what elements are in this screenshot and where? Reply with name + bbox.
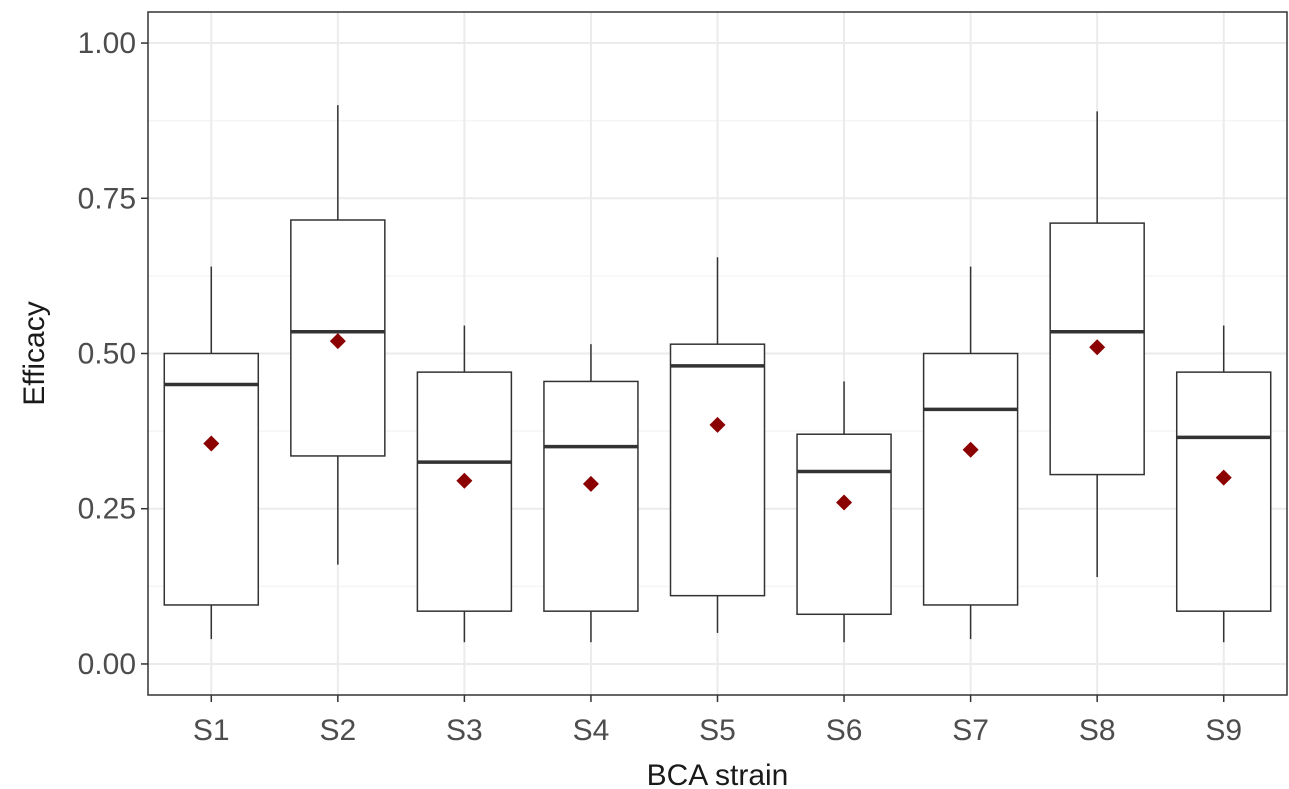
iqr-box — [164, 354, 258, 605]
box-s5 — [671, 257, 765, 633]
iqr-box — [797, 434, 891, 614]
iqr-box — [671, 344, 765, 595]
box-s6 — [797, 381, 891, 642]
x-axis: S1 S2 S3 S4 S5 S6 S7 S8 S9 — [193, 695, 1242, 747]
box-s1 — [164, 267, 258, 640]
y-axis-title: Efficacy — [18, 301, 51, 406]
x-tick-label: S6 — [826, 714, 863, 747]
box-s2 — [291, 105, 385, 564]
x-tick-label: S4 — [573, 714, 610, 747]
x-axis-title: BCA strain — [647, 759, 789, 789]
box-s8 — [1050, 111, 1144, 577]
y-axis: 0.00 0.25 0.50 0.75 1.00 — [78, 27, 148, 681]
iqr-box — [1177, 372, 1271, 611]
x-tick-label: S8 — [1079, 714, 1116, 747]
x-tick-label: S1 — [193, 714, 230, 747]
box-s3 — [417, 326, 511, 643]
x-tick-label: S5 — [699, 714, 736, 747]
box-s7 — [924, 267, 1018, 640]
y-tick-label: 0.75 — [78, 182, 136, 215]
iqr-box — [924, 354, 1018, 605]
x-tick-label: S2 — [319, 714, 356, 747]
box-s4 — [544, 344, 638, 642]
y-tick-label: 0.00 — [78, 648, 136, 681]
x-tick-label: S7 — [952, 714, 989, 747]
iqr-box — [544, 381, 638, 611]
y-tick-label: 0.50 — [78, 338, 136, 371]
box-s9 — [1177, 326, 1271, 643]
iqr-box — [417, 372, 511, 611]
y-tick-label: 0.25 — [78, 493, 136, 526]
y-tick-label: 1.00 — [78, 27, 136, 60]
x-tick-label: S9 — [1205, 714, 1242, 747]
x-tick-label: S3 — [446, 714, 483, 747]
